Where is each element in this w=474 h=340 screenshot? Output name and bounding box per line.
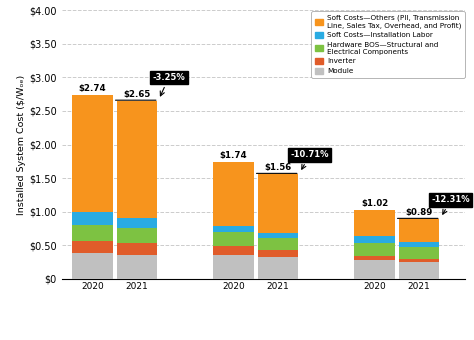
Bar: [213, 226, 254, 233]
Legend: Soft Costs—Others (PII, Transmission
Line, Sales Tax, Overhead, and Profit), Sof: Soft Costs—Others (PII, Transmission Lin…: [311, 11, 465, 78]
Text: $0.89: $0.89: [406, 208, 433, 217]
Bar: [355, 256, 395, 260]
Bar: [73, 95, 113, 211]
Text: $1.02: $1.02: [361, 199, 388, 208]
Bar: [213, 233, 254, 246]
Bar: [399, 242, 439, 246]
Bar: [258, 238, 298, 250]
Bar: [355, 260, 395, 279]
Text: $1.74: $1.74: [220, 151, 247, 160]
Bar: [399, 219, 439, 242]
Bar: [399, 246, 439, 259]
Bar: [258, 250, 298, 257]
Bar: [213, 255, 254, 279]
Bar: [258, 233, 298, 238]
Bar: [258, 174, 298, 233]
Y-axis label: Installed System Cost ($/Wₒₑ): Installed System Cost ($/Wₒₑ): [17, 74, 26, 215]
Bar: [213, 246, 254, 255]
Bar: [399, 262, 439, 279]
Bar: [117, 228, 157, 243]
Bar: [117, 101, 157, 218]
Text: $1.56: $1.56: [264, 163, 292, 172]
Bar: [117, 255, 157, 279]
Bar: [73, 241, 113, 253]
Bar: [355, 242, 395, 256]
Bar: [73, 211, 113, 225]
Bar: [213, 162, 254, 226]
Text: -3.25%: -3.25%: [153, 73, 185, 96]
Bar: [355, 210, 395, 237]
Bar: [73, 225, 113, 241]
Text: $2.74: $2.74: [79, 84, 106, 93]
Bar: [117, 243, 157, 255]
Text: -12.31%: -12.31%: [431, 195, 470, 214]
Bar: [117, 218, 157, 228]
Bar: [258, 257, 298, 279]
Text: $2.65: $2.65: [124, 90, 151, 99]
Bar: [73, 253, 113, 279]
Bar: [399, 259, 439, 262]
Bar: [355, 237, 395, 242]
Text: -10.71%: -10.71%: [291, 150, 329, 169]
